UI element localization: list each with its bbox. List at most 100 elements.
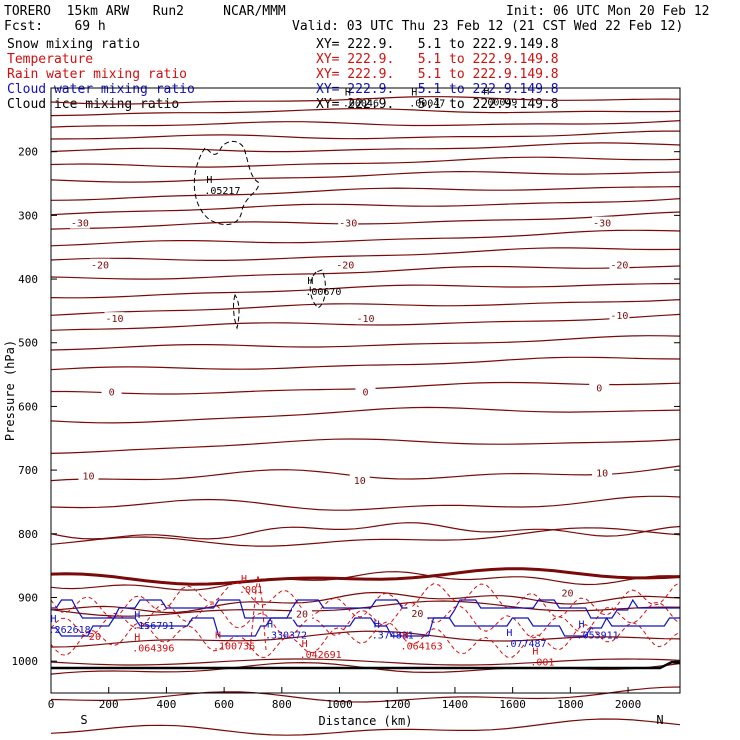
legend-temperature-xy: XY= 222.9. 5.1 to 222.9.149.8 — [316, 52, 559, 67]
maximum-value-label: .156791 — [132, 621, 174, 632]
isotherm-label: 0 — [362, 387, 368, 398]
isotherm-line — [50, 591, 681, 614]
isotherm-line — [50, 335, 681, 351]
isotherm-label: 20 — [561, 589, 573, 600]
maximum-value-label: .100736 — [213, 642, 255, 653]
maximum-value-label: .064396 — [132, 643, 174, 654]
maximum-marker: H — [579, 620, 585, 631]
x-axis-label: Distance (km) — [319, 714, 413, 728]
isotherm-line — [50, 313, 681, 331]
rain-contour — [50, 621, 681, 658]
isotherm-line — [50, 198, 681, 216]
y-tick-label: 600 — [18, 400, 38, 413]
isotherm-label: -10 — [610, 311, 628, 322]
maximum-marker: H — [506, 628, 512, 639]
isotherm-line — [50, 282, 681, 299]
isotherm-label: 10 — [596, 468, 608, 479]
maximum-marker: H — [483, 87, 489, 98]
maximum-value-label: 20 — [89, 632, 101, 643]
rain-contour — [50, 581, 681, 619]
isotherm-label-bg — [557, 586, 578, 599]
x-tick-label: 1000 — [326, 698, 353, 711]
init-time: Init: 06 UTC Mon 20 Feb 12 — [506, 4, 710, 19]
y-axis-label: Pressure (hPa) — [3, 340, 17, 441]
isotherm-label-bg — [335, 258, 356, 271]
cloud-ice-contour — [233, 293, 240, 330]
isotherm-label-bg — [104, 312, 125, 325]
isotherm-line — [50, 658, 681, 666]
y-tick-label: 700 — [18, 464, 38, 477]
legend-snow-label: Snow mixing ratio — [7, 37, 141, 52]
maximum-marker: H — [215, 631, 221, 642]
x-tick-label: 2000 — [615, 698, 642, 711]
isotherm-label-bg — [609, 308, 630, 321]
isotherm-label: -10 — [356, 314, 374, 325]
isotherm-line — [50, 96, 681, 105]
isotherm-label: 0 — [109, 387, 115, 398]
isotherm-line — [50, 299, 681, 316]
cloud-water-contour — [51, 616, 680, 637]
y-tick-label: 300 — [18, 209, 38, 222]
isotherm-label-bg — [78, 469, 99, 482]
x-tick-label: 0 — [48, 698, 55, 711]
x-end-label-south: S — [80, 713, 87, 727]
rain-contour — [50, 601, 681, 639]
y-tick-label: 500 — [18, 337, 38, 350]
isotherm-line — [50, 120, 681, 128]
maximum-marker: H — [532, 646, 538, 657]
maximum-value-label: .262618 — [49, 625, 91, 636]
maximum-value-label: .077487 — [504, 639, 546, 650]
legend-cloudwater-label: Cloud water mixing ratio — [7, 82, 195, 97]
isotherm-label: -30 — [593, 219, 611, 230]
valid-time: Valid: 03 UTC Thu 23 Feb 12 (21 CST Wed … — [292, 19, 684, 34]
x-end-label-north: N — [656, 713, 663, 727]
x-tick-label: 200 — [99, 698, 119, 711]
maximum-value-label: .001 — [239, 585, 263, 596]
isotherm-line — [50, 718, 681, 736]
maximum-value-label: .00049 — [481, 98, 517, 109]
maximum-value-label: .053911 — [577, 631, 619, 642]
isotherm-line — [50, 438, 681, 454]
maximum-value-label: .374831 — [372, 631, 414, 642]
x-tick-label: 1400 — [442, 698, 469, 711]
maximum-marker: H — [307, 276, 313, 287]
x-tick-label: 1600 — [499, 698, 526, 711]
cloud-water-contour — [51, 598, 680, 619]
isotherm-label-bg — [338, 216, 359, 229]
isotherm-label: -20 — [610, 261, 628, 272]
x-tick-label: 400 — [156, 698, 176, 711]
maximum-value-label: .05217 — [204, 186, 240, 197]
maximum-value-label: .00047 — [409, 98, 445, 109]
x-tick-label: 600 — [214, 698, 234, 711]
isotherm-label-bg — [609, 258, 630, 271]
isotherm-label-bg — [349, 473, 370, 486]
maximum-marker: H — [206, 175, 212, 186]
isotherm-line — [50, 107, 681, 117]
isotherm-line — [50, 211, 681, 230]
terrain-line — [51, 660, 681, 670]
legend-rain-label: Rain water mixing ratio — [7, 67, 188, 82]
maximum-value-label: .330372 — [265, 631, 307, 642]
isotherm-label-bg — [101, 385, 122, 398]
isotherm-line — [50, 406, 681, 424]
isotherm-line — [50, 495, 681, 511]
maximum-value-label: .001 — [530, 657, 554, 668]
maximum-marker: H — [267, 620, 273, 631]
cloud-ice-contour — [193, 141, 260, 226]
isotherm-label: -30 — [71, 219, 89, 230]
legend-snow-xy: XY= 222.9. 5.1 to 222.9.149.8 — [316, 37, 559, 52]
legend-temperature-label: Temperature — [7, 52, 94, 67]
y-tick-label: 1000 — [12, 655, 39, 668]
maximum-value-label: .00046 — [343, 98, 379, 109]
isotherm-line — [50, 186, 681, 201]
isotherm-line — [50, 527, 681, 547]
isotherm-line — [50, 130, 680, 140]
cloud-ice-contour — [309, 269, 326, 309]
isotherm-line — [50, 571, 681, 591]
isotherm-label: -20 — [91, 261, 109, 272]
isotherm-label-bg — [292, 607, 313, 620]
isotherm-label-bg — [407, 607, 428, 620]
model-title: TORERO 15km ARW Run2 NCAR/MMM — [4, 4, 286, 19]
isotherm-label-bg — [592, 216, 613, 229]
